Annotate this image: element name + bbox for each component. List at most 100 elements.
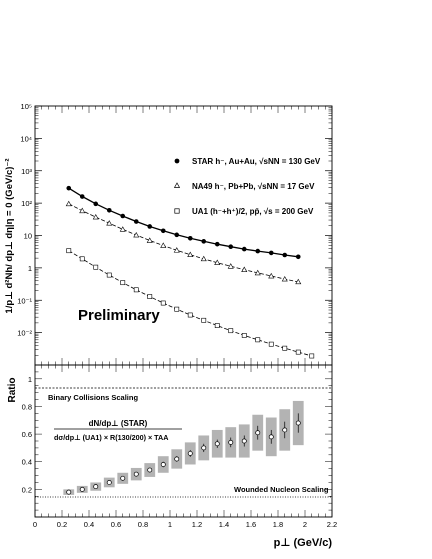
star-point: [66, 185, 72, 191]
star-point: [160, 228, 166, 234]
ua1-point: [160, 300, 166, 306]
ratio-point: [147, 467, 153, 473]
x-tick-label: 1.8: [273, 520, 283, 529]
ratio-point: [160, 462, 166, 467]
star-point: [295, 254, 301, 260]
star-point: [268, 250, 274, 256]
ratio-point: [241, 438, 247, 444]
ua1-point: [66, 248, 72, 254]
y-tick-label: 10⁴: [20, 134, 32, 143]
y-tick-label: 10⁵: [21, 102, 32, 111]
na49-point: [146, 237, 153, 243]
x-tick-label: 0.8: [138, 520, 148, 529]
ratio-point: [268, 434, 274, 440]
x-tick-label: 2.2: [327, 520, 337, 529]
x-tick-label: 1.6: [246, 520, 256, 529]
preliminary-annotation: Preliminary: [78, 307, 160, 324]
ua1-point: [214, 323, 220, 328]
ua1-point: [309, 353, 315, 359]
x-tick-label: 0.4: [84, 520, 94, 529]
ratio-y-axis-label: Ratio: [7, 378, 18, 403]
na49-point: [65, 200, 72, 207]
x-tick-label: 0: [33, 520, 37, 529]
ratio-point: [282, 427, 288, 433]
ua1-point: [268, 341, 274, 347]
ratio-point: [93, 484, 99, 490]
ua1-point: [93, 264, 99, 270]
fit-curve-2: [68, 250, 312, 357]
ua1-point: [228, 328, 234, 334]
star-point: [93, 201, 99, 207]
star-point: [120, 213, 126, 219]
ua1-point: [187, 312, 193, 318]
ua1-point: [282, 345, 288, 351]
x-tick-label: 1: [168, 520, 172, 529]
legend-marker-ua1: [174, 208, 180, 214]
fit-curve-1: [68, 203, 299, 283]
na49-point: [187, 251, 194, 258]
na49-point: [227, 263, 234, 269]
legend-entry-na49: NA49 h⁻, Pb+Pb, √sNN = 17 GeV: [192, 182, 315, 191]
formula-numerator: dN/dp⊥ (STAR): [89, 419, 148, 428]
ratio-y-tick-labels: 0.2 0.4 0.6 0.8 1: [22, 375, 32, 495]
top-plot-frame: [34, 105, 333, 366]
na49-point: [173, 247, 180, 253]
na49-point: [119, 226, 126, 232]
star-point: [147, 224, 153, 229]
star-point: [106, 208, 112, 213]
fit-curve-0: [68, 187, 299, 258]
legend-entry-ua1: UA1 (h⁻+h⁺)/2, pp̄, √s = 200 GeV: [192, 207, 314, 216]
top-data-points: [65, 185, 315, 359]
ua1-point: [241, 333, 247, 338]
ua1-point: [295, 349, 301, 355]
y-tick-label: 10⁻¹: [17, 296, 32, 305]
ua1-point: [201, 317, 207, 323]
star-point: [174, 232, 180, 238]
star-point: [187, 235, 193, 241]
ratio-point: [201, 445, 207, 451]
ratio-y-tick-label: 0.2: [22, 485, 32, 494]
legend-entry-star: STAR h⁻, Au+Au, √sNN = 130 GeV: [192, 157, 321, 166]
ua1-point: [174, 306, 180, 312]
na49-point: [160, 242, 167, 248]
x-tick-labels: 0 0.2 0.4 0.6 0.8 1 1.2 1.4 1.6 1.8 2 2.2: [33, 520, 337, 529]
ratio-axis-ticks: [34, 364, 333, 518]
star-point: [228, 244, 234, 250]
ratio-y-tick-label: 0.8: [22, 402, 32, 411]
ratio-systematic-bands: [63, 400, 304, 495]
ratio-point: [255, 430, 261, 436]
na49-point: [281, 275, 288, 282]
ratio-y-tick-label: 0.6: [22, 430, 32, 439]
star-point: [79, 194, 85, 199]
legend-marker-na49: [173, 182, 181, 188]
star-point: [214, 241, 220, 247]
ua1-point: [79, 256, 85, 262]
binary-collisions-label: Binary Collisions Scaling: [48, 393, 138, 402]
ua1-point: [106, 272, 112, 278]
na49-point: [241, 266, 248, 272]
ua1-point: [133, 287, 139, 293]
ratio-point: [214, 441, 220, 447]
ratio-y-tick-label: 0.4: [22, 458, 32, 467]
star-point: [201, 239, 207, 244]
na49-point: [268, 272, 275, 279]
ua1-point: [147, 294, 153, 299]
na49-point: [92, 213, 99, 220]
wounded-nucleon-label: Wounded Nucleon Scaling: [234, 485, 329, 494]
legend-marker-star: [174, 158, 180, 164]
ratio-point: [79, 486, 85, 492]
ratio-point: [106, 480, 112, 485]
y-tick-label: 1: [28, 264, 32, 273]
star-point: [282, 252, 288, 258]
ratio-point: [120, 475, 126, 481]
star-point: [255, 248, 261, 254]
x-tick-label: 1.4: [219, 520, 229, 529]
na49-point: [200, 255, 207, 262]
na49-point: [79, 207, 86, 214]
formula-denominator: dσ/dp⊥ (UA1) × R(130/200) × TAA: [54, 433, 168, 442]
ratio-point: [174, 456, 180, 462]
na49-point: [214, 259, 221, 265]
na49-point: [106, 220, 113, 226]
star-point: [241, 246, 247, 252]
